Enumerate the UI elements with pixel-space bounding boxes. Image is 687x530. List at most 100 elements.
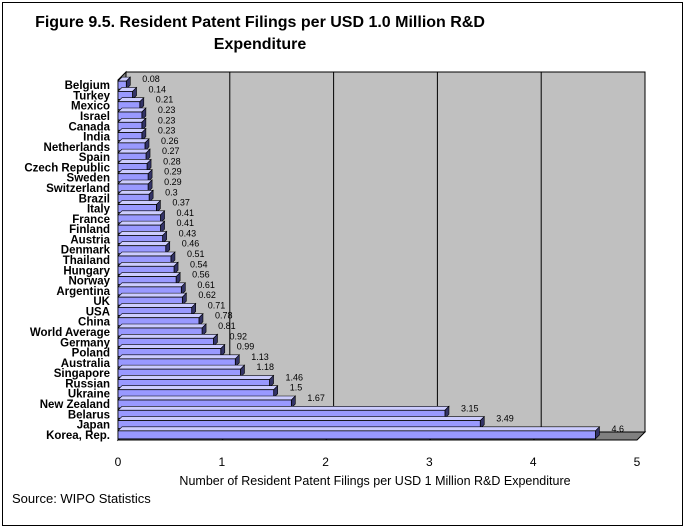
category-label: Singapore — [54, 368, 110, 380]
category-label: Sweden — [67, 173, 110, 185]
category-label: Australia — [61, 358, 111, 370]
category-label: Thailand — [63, 255, 110, 267]
value-label: 0.14 — [149, 84, 167, 94]
value-label: 0.23 — [158, 105, 176, 115]
value-label: 0.37 — [172, 198, 190, 208]
value-label: 0.54 — [190, 259, 208, 269]
bar-top — [117, 395, 297, 401]
chart-title: Figure 9.5. Resident Patent Filings per … — [0, 12, 520, 56]
value-label: 0.46 — [182, 239, 200, 249]
category-label: Mexico — [71, 101, 110, 113]
value-label: 0.27 — [162, 146, 180, 156]
category-label: Korea, Rep. — [46, 430, 110, 442]
category-label: Japan — [77, 420, 110, 432]
value-label: 1.46 — [286, 372, 304, 382]
bar-top — [117, 169, 153, 175]
bar-top — [117, 138, 150, 144]
x-tick-label: 5 — [634, 455, 641, 469]
x-tick-label: 3 — [426, 455, 433, 469]
bar-top — [117, 303, 197, 308]
value-label: 0.29 — [164, 167, 182, 177]
bar-top — [117, 364, 246, 370]
category-label: New Zealand — [40, 399, 110, 411]
category-label: Israel — [80, 111, 110, 123]
value-label: 0.61 — [197, 280, 215, 290]
x-tick-label: 0 — [115, 455, 122, 469]
value-label: 0.99 — [237, 342, 255, 352]
value-label: 0.23 — [158, 115, 176, 125]
value-label: 1.67 — [307, 393, 325, 403]
bar-top — [117, 261, 179, 267]
value-label: 0.78 — [215, 311, 233, 321]
bar-top — [117, 117, 147, 123]
value-label: 4.6 — [611, 424, 624, 434]
category-label: USA — [86, 306, 110, 318]
bar-top — [117, 323, 207, 329]
bar-top — [117, 405, 450, 411]
value-label: 0.21 — [156, 95, 174, 105]
x-tick-label: 2 — [322, 455, 329, 469]
bar-top — [117, 189, 154, 195]
x-axis-label: Number of Resident Patent Filings per US… — [179, 474, 570, 488]
category-label: Germany — [60, 337, 110, 349]
value-label: 0.29 — [164, 177, 182, 187]
bar-top — [117, 344, 226, 349]
value-label: 3.15 — [461, 403, 479, 413]
bar-top — [117, 231, 168, 236]
bar-top — [117, 107, 147, 113]
value-label: 1.5 — [290, 383, 303, 393]
value-label: 0.43 — [179, 228, 197, 238]
bar-top — [117, 241, 171, 247]
bar-top — [117, 210, 166, 216]
category-label: Czech Republic — [24, 162, 110, 174]
category-label: Denmark — [61, 245, 111, 257]
chart-title-line2: Expenditure — [213, 36, 307, 53]
value-label: 0.28 — [163, 156, 181, 166]
bar-top — [117, 333, 219, 339]
category-label: India — [83, 132, 110, 144]
category-label: Argentina — [56, 286, 110, 298]
bar-top — [117, 159, 152, 164]
bar-top — [117, 426, 601, 432]
category-label: Finland — [69, 224, 110, 236]
bar-top — [117, 282, 187, 288]
category-label: Brazil — [79, 193, 110, 205]
x-tick-label: 4 — [530, 455, 537, 469]
value-label: 0.71 — [208, 300, 226, 310]
bar-top — [117, 251, 176, 257]
category-label: Italy — [87, 204, 111, 216]
category-label: UK — [93, 296, 110, 308]
value-label: 1.18 — [256, 362, 274, 372]
bar-top — [117, 220, 166, 226]
value-label: 0.92 — [229, 331, 247, 341]
category-label: Russian — [65, 378, 110, 390]
bar-top — [117, 128, 147, 133]
bar-top — [117, 313, 204, 319]
category-label: Spain — [79, 152, 110, 164]
bar-top — [117, 354, 241, 360]
bar-top — [117, 272, 181, 277]
category-label: Poland — [72, 348, 110, 360]
category-label: Turkey — [73, 90, 110, 102]
bar-top — [117, 416, 485, 421]
category-label: Austria — [70, 234, 110, 246]
category-label: Belgium — [65, 80, 110, 92]
category-label: Canada — [68, 121, 110, 133]
x-tick-label: 1 — [218, 455, 225, 469]
category-label: Norway — [68, 276, 110, 288]
category-label: Belarus — [68, 409, 110, 421]
category-label: Switzerland — [46, 183, 110, 195]
value-label: 0.41 — [177, 208, 195, 218]
bar-top — [117, 385, 279, 391]
bar-top — [117, 200, 162, 205]
category-label: Ukraine — [68, 389, 110, 401]
value-label: 0.23 — [158, 126, 176, 136]
bar-top — [117, 179, 153, 185]
value-label: 0.62 — [198, 290, 216, 300]
bar-top — [117, 375, 275, 380]
category-label: France — [72, 214, 110, 226]
value-label: 0.08 — [142, 74, 160, 84]
bar-top — [117, 97, 145, 103]
bar-top — [117, 292, 188, 298]
value-label: 0.26 — [161, 136, 179, 146]
